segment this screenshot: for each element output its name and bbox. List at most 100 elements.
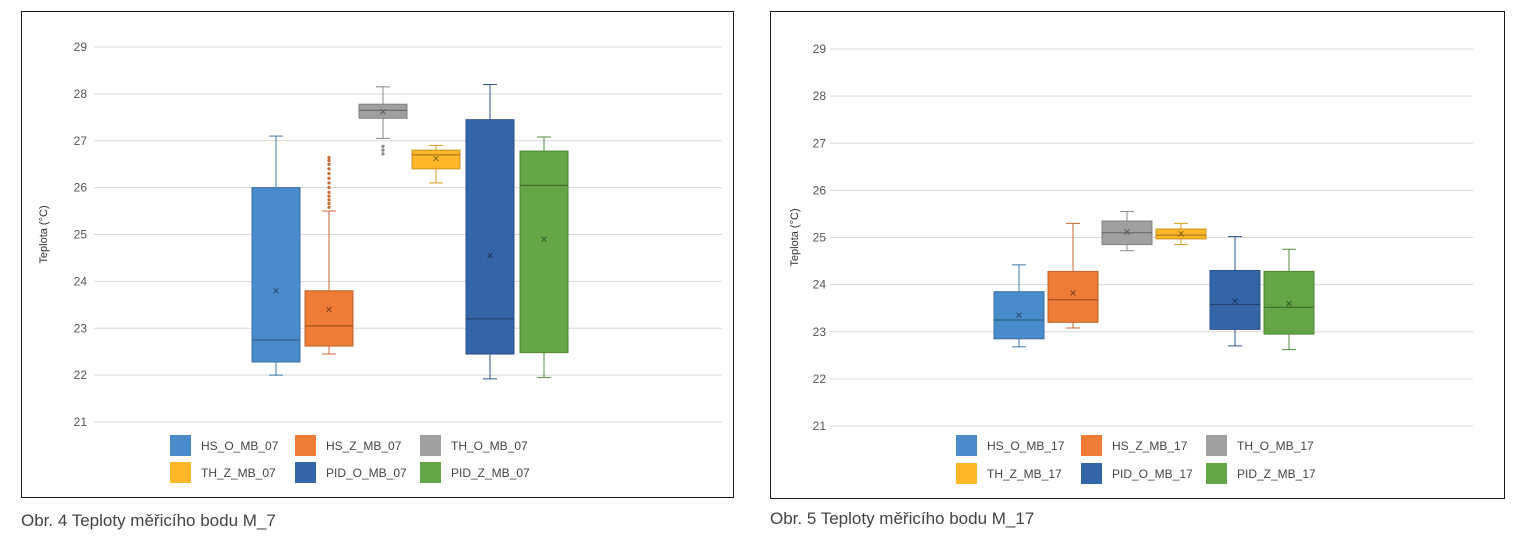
legend-label: TH_O_MB_07: [451, 439, 528, 453]
y-tick-label: 22: [74, 368, 88, 382]
legend-label: PID_O_MB_17: [1112, 467, 1193, 481]
box-iqr: [1209, 269, 1261, 330]
boxplot-chart-m17: 21 22 23 24 25 26 27 28 29 Teplota (°C) HS_O_MB_17…: [789, 42, 1473, 484]
box-hs-o-mb-07: [251, 135, 301, 376]
legend-item: PID_O_MB_17: [1081, 463, 1193, 484]
box-iqr: [519, 150, 569, 354]
box-iqr: [304, 290, 354, 347]
mean-marker: [1178, 230, 1184, 237]
legend-item: HS_O_MB_07: [170, 435, 279, 456]
y-tick-label: 25: [74, 228, 88, 242]
legend-label: PID_O_MB_07: [326, 466, 407, 480]
legend-swatch: [1081, 435, 1102, 456]
legend-label: HS_O_MB_17: [987, 439, 1065, 453]
legend-label: HS_Z_MB_07: [326, 439, 402, 453]
outlier-point: [327, 181, 331, 185]
y-tick-label: 22: [813, 372, 827, 386]
box-iqr: [465, 119, 515, 355]
mean-marker: [1016, 312, 1022, 319]
y-tick-label: 29: [813, 42, 827, 56]
mean-marker: [326, 306, 332, 313]
mean-marker: [1070, 290, 1076, 296]
legend-label: TH_Z_MB_07: [201, 466, 276, 480]
legend-swatch: [420, 435, 441, 456]
outlier-point: [327, 190, 331, 194]
y-tick-label: 27: [813, 136, 827, 150]
y-tick-label: 24: [813, 278, 827, 292]
y-tick-label: 26: [813, 183, 827, 197]
y-axis-title: Teplota (°C): [38, 205, 50, 263]
mean-marker: [487, 252, 493, 259]
box-iqr: [251, 187, 301, 363]
box-iqr: [1047, 270, 1099, 323]
y-tick-label: 23: [74, 321, 88, 335]
legend-item: PID_Z_MB_17: [1206, 463, 1316, 484]
legend-swatch: [420, 462, 441, 483]
outlier-point: [327, 186, 331, 190]
legend-item: TH_O_MB_17: [1206, 435, 1314, 456]
legend-label: TH_O_MB_17: [1237, 439, 1314, 453]
legend-swatch: [295, 435, 316, 456]
legend-swatch: [1206, 463, 1227, 484]
legend-label: TH_Z_MB_17: [987, 467, 1062, 481]
legend-item: HS_Z_MB_07: [295, 435, 402, 456]
y-tick-label: 23: [813, 325, 827, 339]
outlier-point: [327, 156, 331, 160]
outlier-point: [327, 167, 331, 171]
y-tick-label: 27: [74, 134, 88, 148]
box-pid-o-mb-17: [1209, 236, 1261, 347]
outlier-point: [327, 162, 331, 166]
outlier-point: [327, 198, 331, 202]
y-tick-label: 26: [74, 181, 88, 195]
mean-marker: [1286, 300, 1292, 307]
box-hs-o-mb-17: [993, 264, 1045, 348]
legend-item: TH_Z_MB_07: [170, 462, 276, 483]
outlier-point: [327, 176, 331, 180]
legend-swatch: [170, 435, 191, 456]
boxplot-chart-m7: 21 22 23 24 25 26 27 28 29 Teplota (°C) HS_O_MB_07…: [38, 40, 722, 483]
outlier-point: [327, 194, 331, 198]
mean-marker: [1232, 298, 1238, 304]
box-th-z-mb-07: [411, 144, 461, 184]
outlier-point: [327, 205, 331, 209]
legend-item: TH_Z_MB_17: [956, 463, 1062, 484]
box-th-o-mb-17: [1101, 211, 1153, 252]
figure-caption-m17: Obr. 5 Teploty měřicího bodu M_17: [770, 509, 1035, 528]
outlier-point: [327, 201, 331, 206]
box-hs-z-mb-17: [1047, 222, 1099, 329]
legend-label: PID_Z_MB_17: [1237, 467, 1316, 481]
box-pid-z-mb-17: [1263, 248, 1315, 351]
outlier-point: [327, 158, 331, 163]
y-tick-label: 29: [74, 40, 88, 54]
legend-swatch: [170, 462, 191, 483]
outlier-point: [327, 171, 331, 176]
legend-item: PID_Z_MB_07: [420, 462, 530, 483]
box-pid-o-mb-07: [465, 84, 515, 380]
outlier-point: [381, 152, 385, 156]
mean-marker: [380, 108, 386, 115]
legend-item: HS_Z_MB_17: [1081, 435, 1188, 456]
legend-swatch: [956, 435, 977, 456]
y-tick-label: 21: [74, 415, 88, 429]
y-tick-label: 25: [813, 231, 827, 245]
box-hs-z-mb-07: [304, 156, 354, 355]
legend-item: HS_O_MB_17: [956, 435, 1065, 456]
legend-swatch: [1081, 463, 1102, 484]
box-pid-z-mb-07: [519, 136, 569, 378]
y-tick-label: 24: [74, 274, 88, 288]
legend-swatch: [1206, 435, 1227, 456]
legend-item: PID_O_MB_07: [295, 462, 407, 483]
box-th-o-mb-07: [358, 86, 408, 156]
mean-marker: [1124, 228, 1130, 235]
y-tick-label: 21: [813, 419, 827, 433]
mean-marker: [273, 287, 279, 294]
box-th-z-mb-17: [1155, 222, 1207, 246]
figure-caption-m7: Obr. 4 Teploty měřicího bodu M_7: [21, 511, 276, 530]
y-tick-label: 28: [74, 87, 88, 101]
y-tick-label: 28: [813, 89, 827, 103]
y-axis-title: Teplota (°C): [789, 208, 801, 266]
legend-swatch: [295, 462, 316, 483]
outlier-point: [381, 148, 385, 152]
chart-panel-m7: 21 22 23 24 25 26 27 28 29 Teplota (°C) HS_O_MB_07…: [21, 11, 734, 498]
outlier-point: [381, 144, 385, 148]
